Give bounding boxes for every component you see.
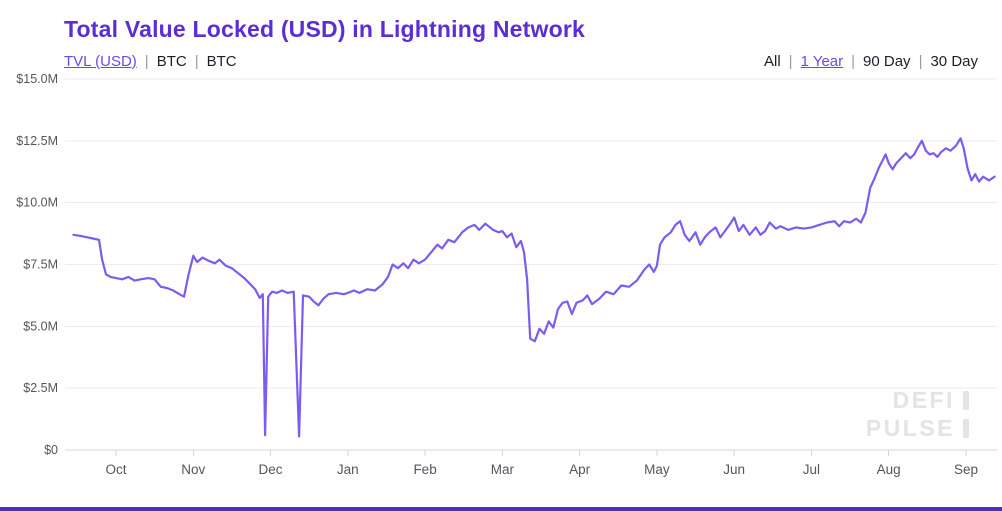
y-axis-tick-label: $10.0M xyxy=(16,196,58,210)
metric-link-btc-2[interactable]: BTC xyxy=(206,53,237,70)
time-range-switcher: All | 1 Year | 90 Day | 30 Day xyxy=(764,53,978,70)
page-bottom-accent-bar xyxy=(0,507,1002,511)
x-axis-month-label: Jan xyxy=(337,462,359,477)
x-axis-month-label: Sep xyxy=(954,462,978,477)
x-axis-month-label: Nov xyxy=(181,462,205,477)
y-axis-tick-label: $0 xyxy=(44,443,58,457)
y-axis-tick-label: $7.5M xyxy=(23,258,58,272)
metric-link-btc-1[interactable]: BTC xyxy=(156,53,187,70)
separator: | xyxy=(788,53,793,70)
x-axis-month-label: Jun xyxy=(723,462,745,477)
separator: | xyxy=(918,53,923,70)
separator: | xyxy=(851,53,856,70)
defipulse-watermark-logo-bar xyxy=(963,391,969,410)
metric-link-tvl-usd[interactable]: TVL (USD) xyxy=(64,53,137,70)
y-axis-tick-label: $12.5M xyxy=(16,134,58,148)
tvl-line-chart[interactable]: $0 $2.5M $5.0M $7.5M $10.0M $12.5M $15.0M Oct No… xyxy=(0,72,1002,496)
range-link-1-year[interactable]: 1 Year xyxy=(800,53,844,70)
metric-switcher: TVL (USD) | BTC | BTC xyxy=(64,53,237,70)
separator: | xyxy=(144,53,149,70)
x-axis-month-label: Oct xyxy=(105,462,126,477)
chart-svg[interactable]: $0 $2.5M $5.0M $7.5M $10.0M $12.5M $15.0M Oct No… xyxy=(0,72,1002,496)
x-axis-month-label: Dec xyxy=(259,462,283,477)
x-axis-month-label: Jul xyxy=(803,462,820,477)
range-link-90-day[interactable]: 90 Day xyxy=(863,53,911,70)
x-axis-month-label: Apr xyxy=(569,462,591,477)
range-link-30-day[interactable]: 30 Day xyxy=(930,53,978,70)
x-axis-month-label: May xyxy=(644,462,670,477)
defipulse-watermark-text: DEFI xyxy=(893,387,955,413)
separator: | xyxy=(194,53,199,70)
y-axis-tick-label: $2.5M xyxy=(23,381,58,395)
tvl-series-line xyxy=(72,137,996,438)
defipulse-watermark-logo-bar xyxy=(963,419,969,438)
x-axis-month-label: Aug xyxy=(877,462,901,477)
y-axis-tick-label: $15.0M xyxy=(16,72,58,86)
range-link-all[interactable]: All xyxy=(764,53,781,70)
page-title: Total Value Locked (USD) in Lightning Ne… xyxy=(64,16,585,42)
x-axis-month-label: Feb xyxy=(413,462,436,477)
defipulse-watermark-text: PULSE xyxy=(866,415,955,441)
chart-controls-row: TVL (USD) | BTC | BTC All | 1 Year | 90 … xyxy=(64,53,978,70)
y-axis-tick-label: $5.0M xyxy=(23,319,58,333)
x-axis-month-label: Mar xyxy=(491,462,515,477)
